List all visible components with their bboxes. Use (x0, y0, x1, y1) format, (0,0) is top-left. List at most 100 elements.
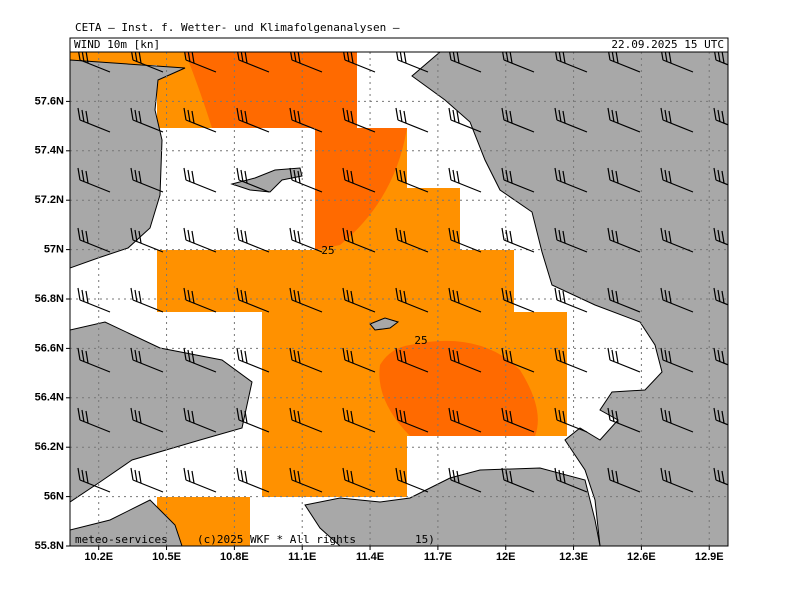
y-tick-label: 56.2N (35, 441, 64, 453)
wind-barb (607, 407, 641, 433)
wind-barb (183, 407, 217, 433)
wind-barb (130, 107, 164, 133)
wind-barb (660, 287, 694, 313)
graticule (70, 52, 728, 546)
wind-barb (343, 52, 376, 73)
wind-barb (607, 467, 641, 493)
y-tick-label: 57N (44, 244, 64, 256)
wind-barb (130, 467, 164, 493)
wind-barb (289, 467, 323, 493)
wind-barb (236, 287, 270, 313)
wind-barb (395, 227, 429, 253)
field-label: WIND 10m [kn] (74, 38, 160, 51)
wind-barb (130, 287, 164, 313)
wind-barbs (77, 52, 728, 493)
wind-barb (501, 407, 535, 433)
wind-barb (714, 52, 728, 66)
wind-barb (289, 287, 323, 313)
wind-barb (183, 227, 217, 253)
x-tick-label: 12.3E (559, 551, 588, 563)
wind-barb (660, 467, 694, 493)
wind-barb (342, 107, 376, 133)
y-tick-label: 57.2N (35, 194, 64, 206)
contour-label: 25 (414, 334, 427, 347)
wind-barb (183, 167, 217, 193)
wind-barb (289, 347, 323, 373)
wind-barb (554, 407, 588, 433)
wind-barb (130, 167, 164, 193)
wind-barb (289, 107, 323, 133)
wind-barb (661, 52, 694, 73)
y-tick-label: 56.8N (35, 293, 64, 305)
wind-barb (448, 467, 482, 493)
wind-barb (713, 467, 728, 486)
wind-barb (501, 107, 535, 133)
wind-barb (607, 347, 641, 373)
wind-barb (713, 407, 728, 426)
wind-barb (342, 347, 376, 373)
wind-barb (289, 227, 323, 253)
wind-barb (237, 52, 270, 73)
wind-barb (77, 167, 111, 193)
wind-barb (660, 347, 694, 373)
wind-barb (448, 287, 482, 313)
wind-barb (236, 407, 270, 433)
wind-barb (395, 107, 429, 133)
wind-barb (449, 52, 482, 73)
y-tick-label: 56.4N (35, 392, 64, 404)
wind-barb (236, 167, 270, 193)
x-tick-label: 11.4E (356, 551, 384, 563)
wind-barb (77, 107, 111, 133)
wind-barb (77, 467, 111, 493)
wind-barb (448, 407, 482, 433)
wind-barb (236, 107, 270, 133)
wind-barb (713, 167, 728, 186)
wind-barb (713, 107, 728, 126)
y-tick-label: 56N (44, 491, 64, 503)
wind-barb (554, 227, 588, 253)
wind-barb (660, 227, 694, 253)
wind-barb (501, 167, 535, 193)
wind-barb (289, 407, 323, 433)
wind-barb (130, 227, 164, 253)
x-tick-label: 11.1E (288, 551, 316, 563)
contour-label: 25 (321, 244, 334, 257)
wind-barb (342, 287, 376, 313)
wind-barb (342, 227, 376, 253)
wind-barb (660, 167, 694, 193)
y-tick-label: 55.8N (35, 540, 64, 552)
wind-barb (660, 107, 694, 133)
x-tick-label: 10.5E (152, 551, 181, 563)
wind-barb (660, 407, 694, 433)
wind-barb (607, 167, 641, 193)
wind-barb (713, 227, 728, 246)
wind-barb (713, 287, 728, 306)
land (70, 52, 728, 546)
wind-barb (502, 52, 535, 73)
wind-barb (77, 287, 111, 313)
wind-barb (183, 347, 217, 373)
wind-shading-strong (185, 52, 538, 436)
wind-barb (395, 347, 429, 373)
wind-barb (183, 467, 217, 493)
wind-barb (184, 52, 217, 73)
wind-barb (608, 52, 641, 73)
wind-barb (236, 467, 270, 493)
wind-barb (501, 287, 535, 313)
wind-barb (396, 52, 429, 73)
wind-barb (501, 227, 535, 253)
wind-barb (78, 52, 111, 73)
wind-barb (554, 287, 588, 313)
wind-barb (289, 167, 323, 193)
wind-barb (395, 167, 429, 193)
x-tick-label: 10.8E (220, 551, 249, 563)
wind-barb (183, 287, 217, 313)
wind-barb (554, 467, 588, 493)
y-tick-label: 56.6N (35, 342, 64, 354)
wind-barb (448, 167, 482, 193)
wind-barb (342, 167, 376, 193)
wind-barb (183, 107, 217, 133)
wind-barb (342, 467, 376, 493)
valid-time: 22.09.2025 15 UTC (611, 38, 724, 51)
wind-barb (713, 347, 728, 366)
